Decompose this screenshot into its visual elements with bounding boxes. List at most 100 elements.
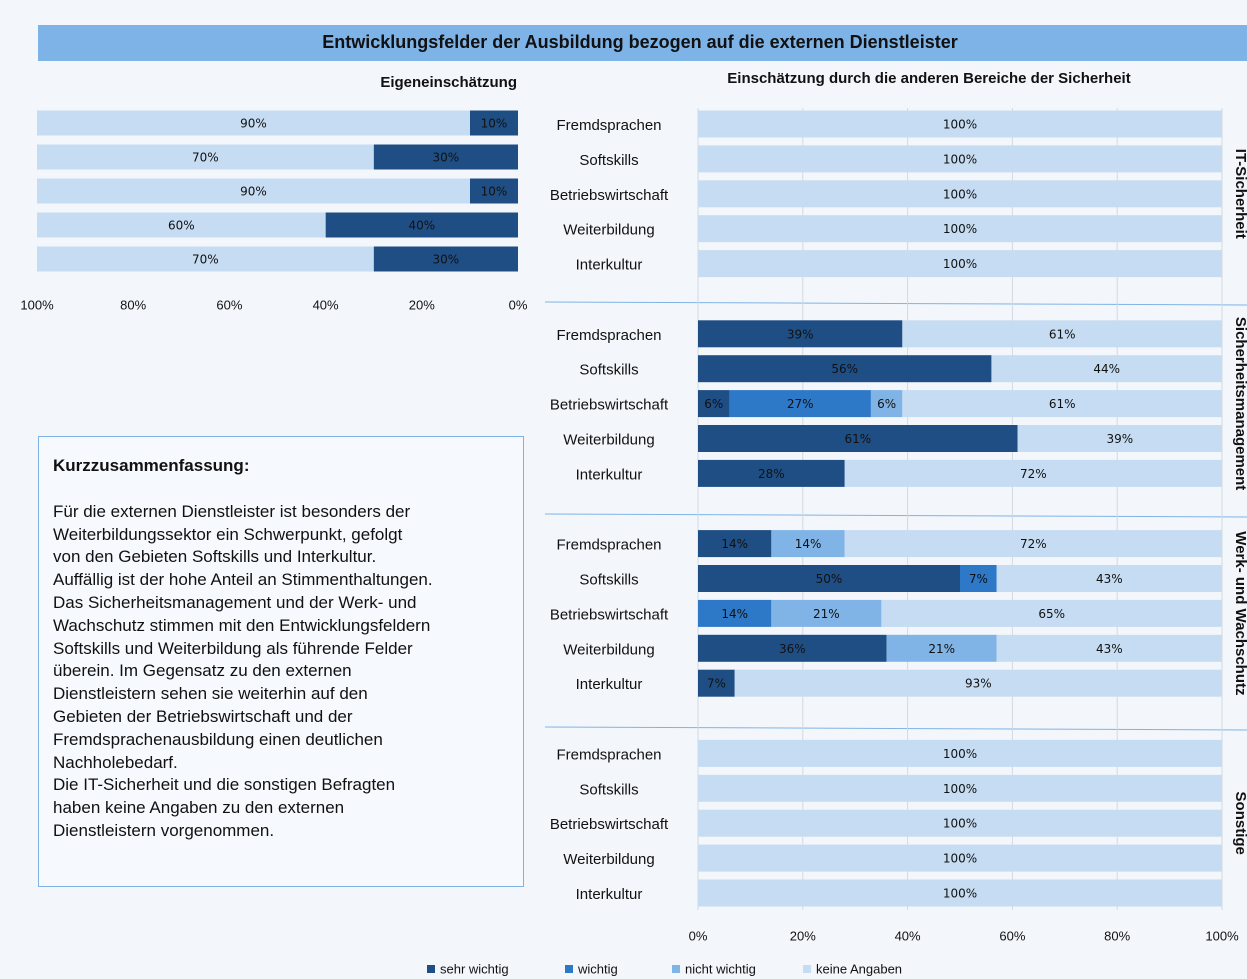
value-label: 39%: [787, 327, 814, 341]
bar-segment: [698, 809, 1222, 837]
right-chart-title: Einschätzung durch die anderen Bereiche …: [727, 70, 1130, 87]
bar-segment: [698, 355, 992, 383]
value-label: 6%: [704, 397, 723, 411]
bar-segment: [771, 530, 845, 558]
category-label: Fremdsprachen: [556, 117, 661, 134]
bar-segment: [698, 250, 1222, 278]
value-label: 100%: [943, 747, 977, 761]
value-label: 7%: [707, 677, 726, 691]
category-label: Softskills: [579, 362, 638, 379]
value-label: 72%: [1020, 467, 1047, 481]
summary-line: Auffällig ist der hohe Anteil an Stimmen…: [53, 570, 433, 590]
page-title: Entwicklungsfelder der Ausbildung bezoge…: [322, 32, 957, 52]
value-label: 30%: [433, 151, 460, 165]
bar-segment: [996, 565, 1222, 592]
left-chart-title: Eigeneinschätzung: [380, 74, 517, 91]
value-label: 14%: [721, 607, 748, 621]
legend-label: wichtig: [577, 961, 618, 976]
x-tick-label: 40%: [313, 297, 339, 312]
bar-segment: [698, 739, 1222, 767]
bar-segment: [469, 110, 518, 136]
value-label: 100%: [943, 152, 977, 166]
separator: [544, 726, 1247, 731]
category-label: Interkultur: [576, 886, 643, 903]
value-label: 70%: [192, 151, 219, 165]
category-label: Betriebswirtschaft: [550, 606, 669, 623]
x-tick-label: 0%: [509, 297, 528, 312]
value-label: 43%: [1096, 572, 1123, 586]
bar-segment: [886, 634, 997, 662]
legend-label: keine Angaben: [816, 961, 902, 976]
category-label: Betriebswirtschaft: [550, 187, 669, 204]
separator: [544, 513, 1247, 518]
bar-segment: [698, 425, 1018, 452]
summary-line: Die IT-Sicherheit und die sonstigen Befr…: [53, 775, 396, 795]
legend-swatch: [565, 965, 573, 973]
category-label: Fremdsprachen: [556, 327, 661, 344]
value-label: 50%: [816, 572, 843, 586]
value-label: 100%: [943, 887, 977, 901]
separator: [544, 301, 1247, 306]
value-label: 100%: [943, 817, 977, 831]
summary-line: von den Gebieten Softskills und Interkul…: [53, 547, 377, 567]
bar-segment: [844, 459, 1222, 487]
bar-segment: [771, 599, 882, 627]
group-label: Sicherheitsmanagement: [1232, 317, 1247, 490]
bar-segment: [698, 180, 1222, 208]
category-label: Interkultur: [576, 466, 643, 483]
value-label: 39%: [1106, 432, 1133, 446]
group-label: IT-Sicherheit: [1232, 149, 1247, 239]
category-label: Interkultur: [576, 676, 643, 693]
bar-segment: [698, 634, 887, 662]
summary-line: Wachschutz stimmen mit den Entwicklungsf…: [53, 615, 431, 635]
value-label: 100%: [943, 222, 977, 236]
bar-segment: [698, 879, 1222, 907]
bar-segment: [37, 178, 470, 204]
summary-line: Dienstleistern vorgenommen.: [53, 820, 275, 840]
bar-segment: [37, 110, 470, 136]
category-label: Fremdsprachen: [556, 537, 661, 554]
legend-label: nicht wichtig: [685, 961, 756, 976]
x-tick-label: 80%: [120, 297, 146, 312]
value-label: 14%: [721, 537, 748, 551]
x-tick-label: 100%: [20, 297, 54, 312]
value-label: 100%: [943, 118, 977, 132]
category-label: Weiterbildung: [563, 222, 654, 239]
value-label: 90%: [240, 117, 267, 131]
legend-swatch: [672, 965, 680, 973]
summary-box: Kurzzusammenfassung: Für die externen Di…: [38, 436, 524, 887]
x-tick-label: 20%: [790, 928, 816, 943]
bar-segment: [844, 530, 1222, 558]
summary-line: Weiterbildungssektor ein Schwerpunkt, ge…: [53, 524, 403, 544]
value-label: 7%: [969, 572, 988, 586]
value-label: 100%: [943, 852, 977, 866]
value-label: 61%: [1049, 397, 1076, 411]
value-label: 14%: [795, 537, 822, 551]
bar-segment: [698, 669, 735, 697]
summary-line: Nachholebedarf.: [53, 752, 178, 772]
bar-segment: [881, 599, 1222, 627]
value-label: 28%: [758, 467, 785, 481]
summary-line: Dienstleistern sehen sie weiterhin auf d…: [53, 684, 368, 704]
bar-segment: [698, 320, 903, 348]
category-label: Weiterbildung: [563, 641, 654, 658]
value-label: 21%: [928, 642, 955, 656]
group-label: Werk- und Wachschutz: [1232, 531, 1247, 695]
value-label: 10%: [481, 117, 508, 131]
value-label: 36%: [779, 642, 806, 656]
bar-segment: [325, 212, 518, 238]
category-label: Fremdsprachen: [556, 746, 661, 763]
summary-line: Softskills und Weiterbildung als führend…: [53, 638, 413, 658]
bar-segment: [698, 844, 1222, 872]
x-tick-label: 100%: [1205, 928, 1239, 943]
category-label: Weiterbildung: [563, 431, 654, 448]
bar-segment: [698, 390, 730, 418]
category-label: Softskills: [579, 781, 638, 798]
bar-segment: [698, 110, 1222, 138]
x-tick-label: 40%: [895, 928, 921, 943]
summary-heading: Kurzzusammenfassung:: [53, 456, 250, 475]
category-label: Softskills: [579, 571, 638, 588]
value-label: 60%: [168, 219, 195, 233]
group-label: Sonstige: [1232, 792, 1247, 855]
